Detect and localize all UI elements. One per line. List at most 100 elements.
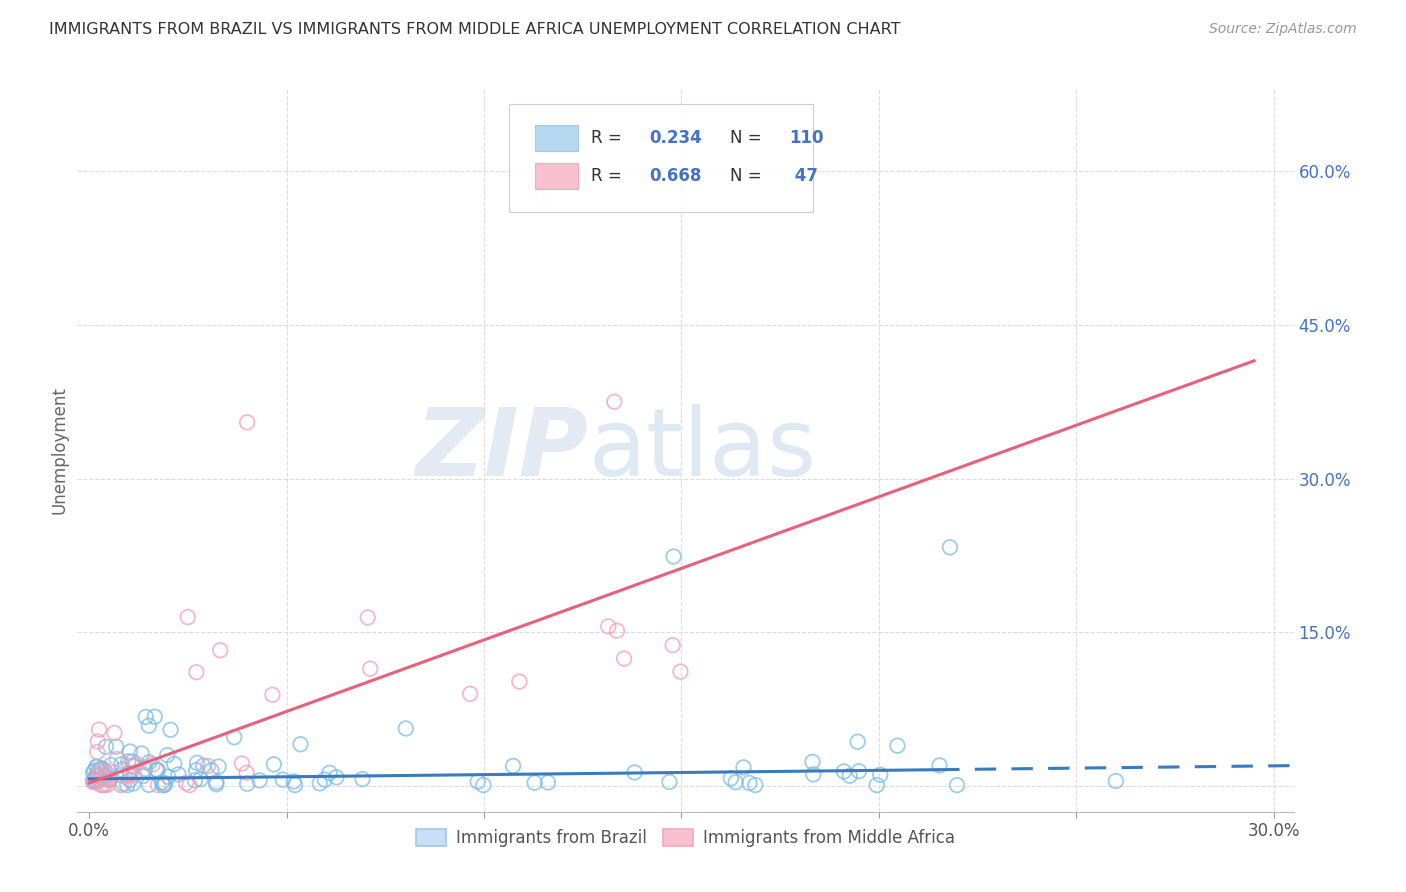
Point: [308, 776, 330, 790]
Point: [120, 768, 142, 782]
Point: [93, 764, 115, 778]
Point: [395, 722, 418, 736]
Point: [90, 778, 112, 792]
Point: [91, 778, 114, 792]
Point: [86, 759, 108, 773]
Point: [236, 777, 259, 791]
Point: [110, 757, 132, 772]
Text: N =: N =: [731, 128, 768, 146]
Point: [82, 765, 104, 780]
Point: [179, 778, 201, 792]
Point: [138, 756, 160, 770]
Text: R =: R =: [591, 167, 627, 185]
Point: [142, 757, 165, 772]
Point: [508, 674, 530, 689]
Point: [472, 778, 495, 792]
Point: [146, 764, 169, 778]
Point: [112, 769, 135, 783]
Text: 0.668: 0.668: [650, 167, 702, 185]
Point: [90, 762, 112, 776]
Point: [733, 760, 755, 774]
Point: [467, 774, 489, 789]
Point: [598, 619, 620, 633]
Point: [86, 769, 108, 783]
Point: [105, 739, 128, 754]
Point: [200, 764, 222, 778]
Y-axis label: Unemployment: Unemployment: [51, 386, 69, 515]
Point: [207, 759, 229, 773]
Point: [838, 769, 860, 783]
Point: [90, 761, 112, 775]
Point: [83, 764, 105, 778]
Point: [262, 688, 284, 702]
Point: [111, 763, 134, 777]
Point: [121, 755, 143, 769]
Point: [87, 772, 110, 787]
Text: 0.234: 0.234: [650, 128, 702, 146]
Point: [283, 774, 305, 789]
Point: [121, 759, 143, 773]
Point: [110, 768, 132, 782]
Point: [89, 763, 111, 777]
Text: atlas: atlas: [588, 404, 817, 497]
Text: 110: 110: [789, 128, 824, 146]
Point: [928, 758, 950, 772]
Point: [886, 739, 908, 753]
Point: [146, 778, 169, 792]
Point: [86, 769, 108, 783]
Point: [87, 734, 110, 748]
Point: [832, 764, 855, 779]
Point: [946, 778, 969, 792]
Point: [314, 772, 336, 787]
Point: [603, 394, 626, 409]
FancyBboxPatch shape: [534, 163, 578, 189]
Legend: Immigrants from Brazil, Immigrants from Middle Africa: Immigrants from Brazil, Immigrants from …: [408, 821, 963, 855]
Point: [82, 775, 104, 789]
Point: [271, 772, 294, 787]
Point: [152, 778, 174, 792]
Point: [122, 759, 145, 773]
Point: [224, 730, 246, 744]
FancyBboxPatch shape: [534, 125, 578, 151]
Point: [153, 778, 176, 792]
Point: [662, 549, 685, 564]
Point: [145, 763, 167, 777]
Point: [163, 756, 186, 771]
Point: [156, 748, 179, 763]
Point: [738, 776, 761, 790]
Point: [318, 765, 340, 780]
Point: [848, 764, 870, 779]
Point: [86, 760, 108, 774]
Text: IMMIGRANTS FROM BRAZIL VS IMMIGRANTS FROM MIDDLE AFRICA UNEMPLOYMENT CORRELATION: IMMIGRANTS FROM BRAZIL VS IMMIGRANTS FRO…: [49, 22, 901, 37]
Point: [613, 651, 636, 665]
Point: [138, 719, 160, 733]
Point: [105, 752, 128, 766]
Point: [122, 767, 145, 781]
Point: [669, 665, 692, 679]
Point: [801, 767, 824, 781]
Point: [209, 643, 232, 657]
Point: [94, 739, 117, 754]
Point: [658, 775, 681, 789]
Point: [98, 772, 121, 787]
Point: [103, 726, 125, 740]
Point: [146, 764, 169, 778]
Point: [744, 778, 766, 792]
Point: [174, 776, 197, 790]
Point: [801, 755, 824, 769]
Point: [87, 723, 110, 737]
Point: [83, 772, 105, 787]
Point: [197, 759, 219, 773]
Point: [606, 624, 628, 638]
Text: ZIP: ZIP: [415, 404, 588, 497]
Point: [112, 777, 135, 791]
Point: [357, 610, 380, 624]
Point: [720, 772, 742, 786]
Point: [93, 771, 115, 785]
Point: [352, 772, 374, 786]
Point: [502, 759, 524, 773]
Point: [157, 770, 180, 784]
Point: [359, 662, 381, 676]
Point: [623, 765, 645, 780]
Point: [939, 541, 962, 555]
